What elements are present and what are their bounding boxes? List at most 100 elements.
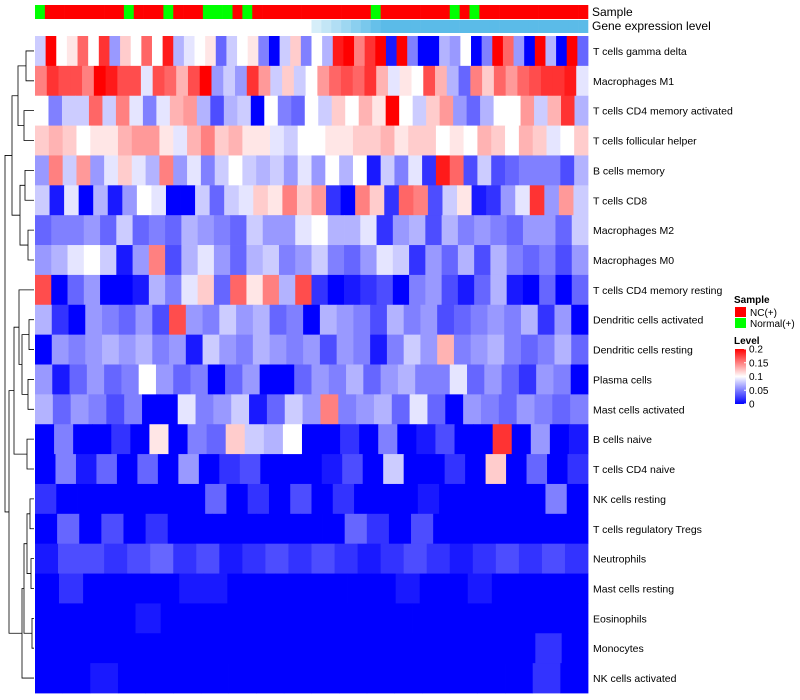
heatmap-cell	[148, 245, 166, 276]
row-label: Macrophages M2	[593, 225, 674, 237]
dendrogram-branch	[11, 95, 20, 216]
heatmap-cell	[49, 185, 65, 216]
legend-tick-label: 0.1	[749, 372, 763, 383]
row-dendrogram	[4, 50, 34, 679]
heatmap-cell	[493, 95, 508, 126]
legend-item-label: NC(+)	[750, 308, 777, 319]
heatmap-cell	[512, 603, 539, 634]
heatmap-cell	[59, 573, 84, 604]
heatmap-cell	[412, 95, 427, 126]
heatmap-cell	[224, 185, 240, 216]
heatmap-cell	[320, 394, 339, 425]
heatmap-cell	[140, 633, 168, 664]
heatmap-cell	[117, 65, 130, 97]
heatmap-cell	[403, 633, 431, 664]
heatmap-cell	[230, 274, 247, 306]
dendrogram-branch	[26, 438, 34, 470]
heatmap-cell	[116, 274, 133, 306]
heatmap-cell	[56, 36, 68, 67]
heatmap-cell	[35, 603, 61, 634]
heatmap-cell	[35, 185, 50, 216]
heatmap-cell	[311, 364, 330, 395]
heatmap-cell	[205, 483, 227, 515]
heatmap-cell	[256, 663, 285, 694]
heatmap-cell	[556, 36, 568, 67]
heatmap-cell	[403, 304, 421, 336]
heatmap-cell	[387, 65, 401, 97]
heatmap-cell	[180, 185, 196, 216]
heatmap-cell	[157, 454, 179, 485]
heatmap-cell	[228, 125, 243, 156]
heatmap-cell	[35, 364, 53, 395]
heatmap-cell	[107, 185, 123, 216]
heatmap-cell	[376, 245, 394, 276]
dendrogram-branch	[4, 155, 12, 513]
heatmap-cell	[246, 65, 259, 97]
dendrogram-branch	[27, 379, 34, 410]
heatmap-cell	[213, 215, 231, 246]
heatmap-cell	[262, 274, 280, 306]
heatmap-cell	[173, 155, 188, 186]
sample-cell	[104, 5, 115, 19]
heatmap-cell	[344, 215, 361, 246]
gene-expression-cell	[123, 20, 135, 33]
heatmap-cell	[577, 36, 589, 67]
sample-cell	[400, 5, 411, 19]
heatmap-cell	[377, 633, 405, 664]
heatmap-cell	[564, 65, 577, 97]
heatmap-cell	[477, 663, 506, 694]
heatmap-cell	[35, 36, 47, 67]
heatmap-cell	[288, 543, 312, 574]
heatmap-cell	[490, 245, 508, 276]
heatmap-cell	[57, 513, 80, 545]
sample-cell	[321, 5, 332, 19]
heatmap-cell	[500, 185, 516, 216]
heatmap-cell	[458, 65, 471, 97]
heatmap-cell	[210, 603, 237, 634]
gene-expression-cell	[173, 20, 184, 33]
heatmap-cell	[129, 95, 144, 126]
heatmap-cell	[267, 185, 283, 216]
heatmap-cell	[206, 424, 227, 455]
heatmap-cell	[505, 65, 518, 97]
heatmap-cell	[360, 274, 377, 306]
dendrogram-branch	[24, 169, 34, 201]
legend-tick-label: 0.05	[749, 386, 769, 397]
heatmap-cell	[96, 454, 118, 485]
heatmap-cell	[48, 95, 63, 126]
heatmap-cell	[409, 245, 426, 276]
heatmap-cell	[343, 36, 355, 67]
heatmap-cell	[383, 454, 405, 485]
heatmap-cell	[280, 454, 302, 485]
heatmap-cell	[200, 125, 216, 156]
heatmap-cell	[571, 334, 589, 365]
heatmap-cell	[70, 65, 83, 97]
heatmap-cell	[278, 513, 301, 545]
heatmap-cell	[534, 95, 548, 126]
heatmap-cell	[165, 215, 182, 246]
heatmap-cell	[394, 663, 423, 694]
heatmap-cell	[88, 36, 100, 67]
heatmap-cell	[487, 304, 505, 336]
heatmap-cell	[449, 364, 468, 395]
heatmap-cell	[219, 454, 241, 485]
heatmap-cell	[420, 334, 438, 365]
heatmap-cell	[506, 274, 524, 306]
heatmap-cell	[58, 65, 71, 97]
heatmap-cell	[131, 125, 146, 156]
heatmap-cell	[522, 245, 540, 276]
heatmap-cell	[534, 36, 546, 67]
heatmap-cell	[304, 95, 319, 126]
heatmap-cell	[332, 483, 355, 515]
gene-expression-cell	[262, 20, 273, 33]
heatmap-cell	[269, 334, 287, 365]
heatmap-cell	[553, 364, 572, 395]
heatmap-cell	[524, 483, 546, 515]
heatmap-cell	[477, 513, 500, 545]
heatmap-cell	[477, 155, 492, 186]
sample-cell	[173, 5, 184, 19]
heatmap-cell	[253, 185, 269, 216]
heatmap-cell	[115, 95, 130, 126]
heatmap-cell	[340, 424, 360, 455]
heatmap-cell	[247, 483, 270, 515]
